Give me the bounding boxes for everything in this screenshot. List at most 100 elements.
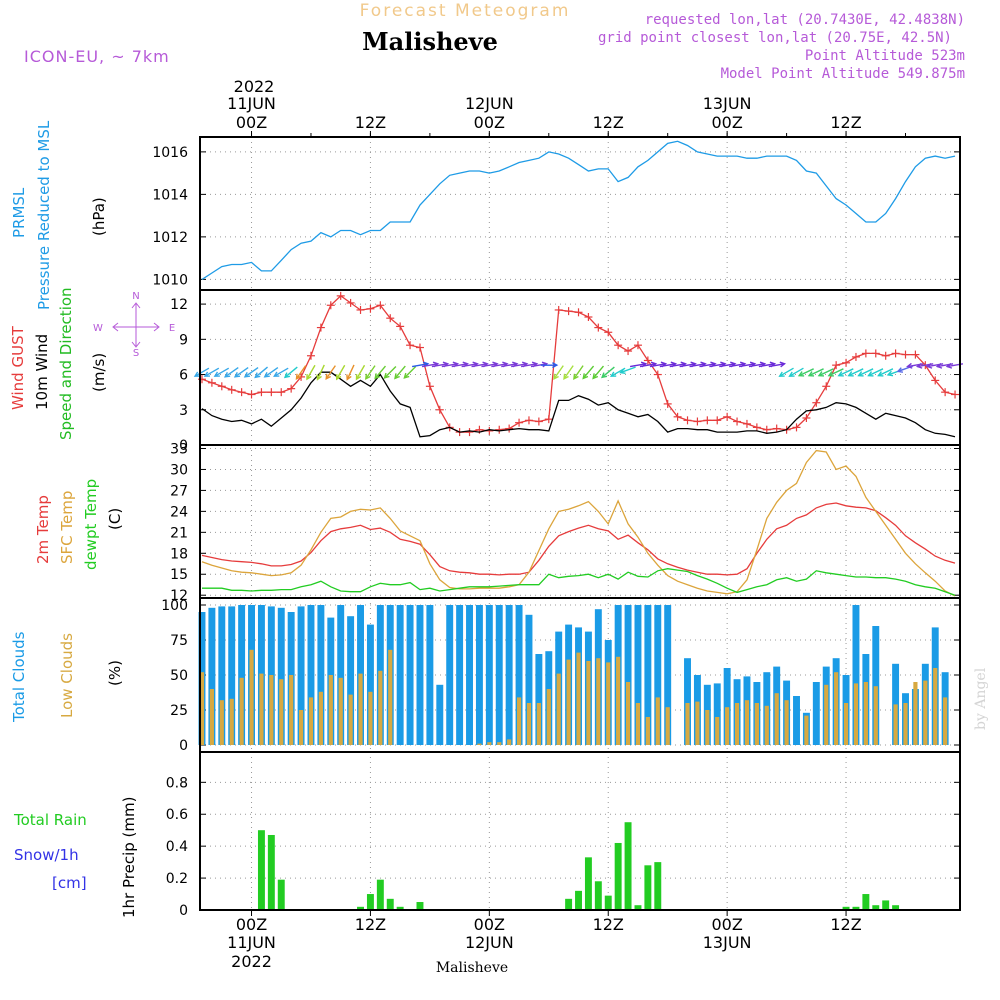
arrow-shaft — [431, 363, 448, 368]
arrow-shaft — [592, 365, 605, 379]
bar-total-clouds — [347, 616, 355, 745]
y-tick-label: 6 — [179, 368, 188, 384]
arrow-shaft — [553, 365, 564, 380]
bar-total-rain — [416, 902, 424, 910]
arrow-shaft — [511, 363, 528, 368]
pressure-description-label: Pressure Reduced to MSL — [35, 120, 53, 310]
arrow-shaft — [501, 363, 518, 368]
arrow-shaft — [384, 366, 397, 379]
bar-low-clouds — [477, 743, 482, 745]
bar-total-clouds — [713, 683, 721, 745]
bar-low-clouds — [665, 707, 670, 745]
gust-marker — [207, 378, 216, 387]
wind-direction-arrow — [283, 366, 298, 379]
bar-low-clouds — [566, 659, 571, 745]
y-tick-label: 21 — [170, 525, 188, 541]
bar-total-rain — [624, 822, 632, 910]
gust-marker — [257, 388, 266, 397]
y-tick-label: 1014 — [152, 187, 188, 203]
arrow-shaft — [264, 367, 279, 378]
wind-direction-arrow — [243, 367, 259, 378]
gust-marker — [911, 350, 920, 359]
bar-total-clouds — [426, 605, 434, 745]
wind-direction-arrow — [837, 368, 854, 377]
gust-marker — [435, 405, 444, 414]
point-altitude: Point Altitude 523m — [805, 48, 965, 64]
product-title: Forecast Meteogram — [360, 1, 571, 21]
wind-side-labels: Wind GUST 10m Wind Speed and Direction (… — [9, 287, 175, 440]
bar-low-clouds — [338, 677, 343, 745]
arrow-shaft — [838, 368, 854, 377]
arrow-shaft — [768, 363, 785, 368]
gust-marker — [227, 385, 236, 394]
y-tick-label: 0.2 — [166, 871, 188, 887]
gust-marker — [356, 305, 365, 314]
wind-direction-arrow — [213, 367, 230, 377]
bar-low-clouds — [556, 673, 561, 745]
bar-low-clouds — [725, 707, 730, 745]
bar-total-clouds — [436, 684, 444, 745]
arrow-head — [906, 362, 913, 369]
top-time-label: 00Z — [711, 113, 742, 132]
arrow-shaft — [738, 363, 755, 368]
wind-direction-arrow — [573, 365, 584, 380]
bar-low-clouds — [279, 679, 284, 745]
bar-total-clouds — [485, 605, 493, 745]
y-tick-label: 18 — [170, 546, 188, 562]
bar-total-clouds — [218, 606, 226, 745]
arrow-head — [316, 374, 322, 381]
wind-direction-arrow — [316, 364, 325, 381]
bar-total-clouds — [416, 605, 424, 745]
wind-direction-arrow — [325, 365, 336, 380]
arrow-shaft — [601, 366, 615, 378]
y-tick-label: 0.4 — [166, 839, 188, 855]
arrow-head — [857, 371, 864, 377]
wind-direction-arrow — [867, 368, 884, 377]
gust-marker — [604, 328, 613, 337]
arrow-head — [263, 371, 270, 378]
pressure-series-label: PRMSL — [10, 187, 28, 238]
y-tick-label: 12 — [170, 297, 188, 313]
bar-total-clouds — [723, 668, 731, 745]
wind-direction-arrow — [592, 365, 605, 380]
arrow-head — [563, 373, 569, 380]
arrow-head — [807, 371, 815, 377]
panel-frame — [199, 751, 961, 911]
temp-unit-label: (C) — [106, 508, 124, 530]
bar-total-clouds — [466, 605, 473, 745]
arrow-shaft — [224, 367, 239, 378]
wind-direction-arrow — [403, 366, 417, 379]
series-line-sfc-temp — [201, 449, 956, 597]
arrow-head — [778, 371, 785, 377]
arrow-shaft — [491, 363, 508, 368]
arrow-head — [817, 371, 825, 377]
bar-low-clouds — [635, 703, 641, 745]
y-tick-label: 33 — [170, 441, 188, 457]
arrow-head — [374, 373, 381, 380]
bar-low-clouds — [764, 705, 769, 745]
bar-low-clouds — [536, 703, 541, 745]
arrow-head — [877, 371, 884, 377]
bar-total-clouds — [505, 605, 513, 745]
bar-low-clouds — [734, 703, 740, 745]
wind-direction-arrow — [263, 367, 279, 378]
bar-low-clouds — [834, 672, 839, 745]
wind-direction-arrow — [295, 365, 307, 380]
bar-total-clouds — [396, 605, 404, 745]
wind-direction-arrow — [778, 367, 794, 377]
arrow-shaft — [403, 366, 417, 379]
arrow-shaft — [779, 367, 794, 377]
wind-direction-arrow — [563, 365, 574, 380]
bar-total-clouds — [317, 605, 325, 745]
arrow-shaft — [461, 363, 478, 368]
wind-direction-arrow — [817, 368, 834, 377]
bottom-time-label: 00Z — [474, 915, 505, 934]
gust-marker — [386, 314, 395, 323]
arrow-shaft — [789, 367, 804, 377]
arrow-head — [355, 374, 362, 381]
y-tick-label: 27 — [170, 483, 188, 499]
y-tick-label: 100 — [161, 598, 188, 614]
model-name: ICON-EU, ~ 7km — [24, 47, 170, 66]
clouds-unit-label: (%) — [106, 660, 124, 686]
gust-marker — [802, 413, 811, 422]
